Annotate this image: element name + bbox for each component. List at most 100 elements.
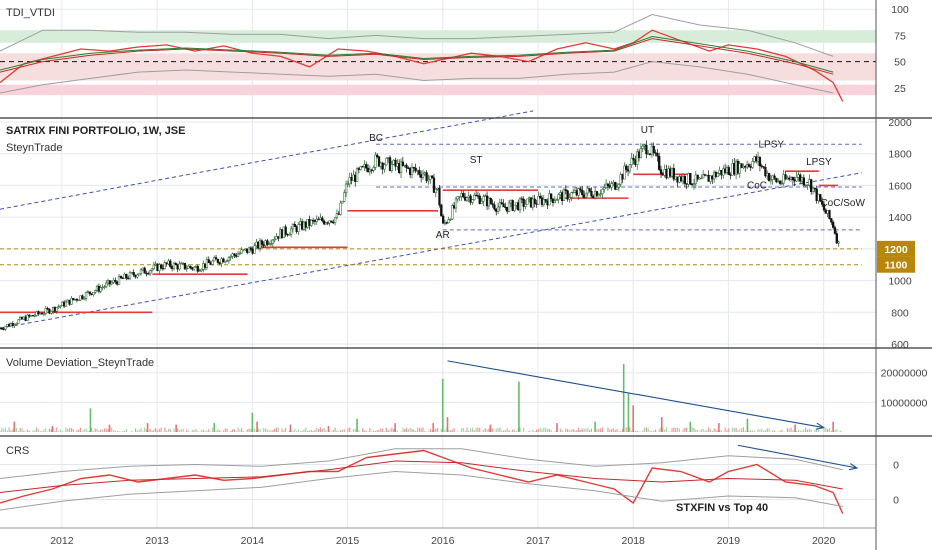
candle-body (79, 295, 82, 301)
candle-body (233, 253, 236, 256)
volume-bar (334, 427, 336, 432)
candle-body (83, 298, 86, 300)
volume-bar (808, 428, 810, 432)
chart-panels: TDI_VTDI BC AR ST UT LPSY LPSY CoC CoC/SoW SATRIX… (0, 7, 876, 514)
candle-body (555, 199, 558, 201)
volume-bar (431, 430, 433, 432)
candle-body (156, 263, 159, 272)
candle-body (412, 167, 415, 169)
candle-body (604, 183, 608, 188)
volume-bar (56, 427, 58, 432)
candle-body (537, 195, 540, 205)
volume-bar (224, 428, 226, 432)
volume-bar (153, 429, 155, 432)
candle-body (266, 240, 269, 245)
candle-body (705, 174, 708, 177)
volume-bar (387, 430, 389, 432)
volume-bar (792, 430, 794, 432)
volume-bar (0, 430, 1, 432)
volume-bar (839, 430, 842, 432)
candle-body (125, 273, 128, 279)
volume-bar (753, 430, 756, 432)
volume-bar (402, 427, 404, 432)
candle-body (253, 245, 256, 254)
candle-body (641, 145, 644, 149)
volume-title: Volume Deviation_SteynTrade (6, 357, 154, 369)
volume-bar (429, 428, 431, 432)
candle-body (507, 202, 511, 212)
candle-body (170, 266, 174, 269)
volume-bar (715, 429, 717, 432)
volume-bar (676, 427, 679, 432)
volume-bar (339, 430, 342, 432)
candle-body (788, 177, 791, 180)
volume-bar (105, 428, 107, 432)
crs-y-tick: 0 (893, 495, 899, 507)
candle-body (286, 234, 289, 236)
volume-bar (50, 429, 52, 432)
candle-body (667, 168, 670, 179)
candle-body (381, 162, 384, 170)
volume-bar (3, 428, 5, 432)
candle-body (183, 262, 187, 270)
volume-bar (550, 430, 552, 432)
volume-bar (645, 427, 647, 432)
candle-body (328, 220, 331, 224)
candle-body (529, 197, 533, 208)
candle-body (355, 168, 359, 182)
candle-body (786, 177, 789, 180)
candle-body (48, 308, 51, 314)
candle-body (625, 165, 628, 170)
candle-body (799, 174, 802, 182)
volume-bar (647, 427, 649, 432)
volume-bar (230, 431, 232, 432)
volume-bar (310, 430, 312, 432)
candle-body (597, 194, 600, 197)
candle-body (656, 152, 659, 157)
candle-body (610, 183, 613, 188)
candle-body (105, 282, 108, 287)
volume-bar (393, 428, 395, 432)
volume-bar (155, 428, 157, 432)
candle-body (176, 264, 179, 270)
candle-body (277, 236, 280, 239)
volume-bar (294, 428, 296, 432)
volume-bar (323, 427, 325, 432)
candle-body (751, 161, 754, 168)
tdi-y-tick: 100 (891, 4, 909, 16)
volume-bar (87, 430, 89, 432)
price-highlight-label: 1100 (885, 260, 908, 272)
volume-bar (405, 428, 408, 432)
volume-bar (594, 421, 596, 432)
candle-body (701, 174, 705, 179)
volume-bar (352, 429, 355, 432)
candle-body (813, 187, 816, 190)
candle-body (116, 281, 119, 285)
candle-body (672, 168, 675, 180)
candle-body (61, 301, 64, 306)
volume-bar (268, 430, 270, 432)
candle-body (387, 157, 390, 159)
volume-bar (695, 429, 697, 432)
volume-bar (85, 428, 87, 432)
volume-bar (828, 428, 831, 432)
candle-body (560, 192, 564, 201)
candle-body (299, 221, 302, 225)
volume-bar (34, 429, 36, 432)
candle-body (637, 151, 641, 159)
volume-bar (376, 430, 378, 432)
volume-bar (325, 429, 327, 432)
volume-bar (534, 431, 536, 432)
candle-body (742, 166, 745, 169)
candle-body (282, 226, 285, 238)
candle-body (354, 174, 357, 182)
volume-bar (131, 430, 133, 432)
volume-bar (682, 429, 684, 432)
candle-body (6, 324, 9, 327)
candle-body (579, 188, 582, 191)
volume-bar (422, 427, 424, 432)
candle-body (526, 198, 529, 205)
volume-bar (795, 431, 798, 432)
candle-body (441, 215, 445, 224)
candle-body (247, 247, 251, 253)
